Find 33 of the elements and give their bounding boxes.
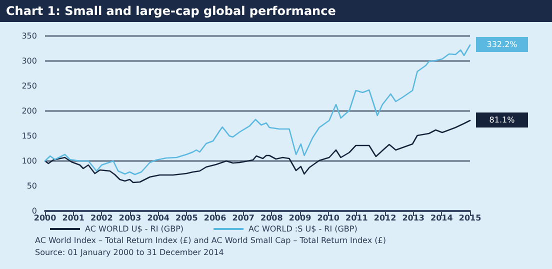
x-tick-label: 2008 bbox=[260, 214, 284, 222]
line-series bbox=[44, 120, 471, 184]
y-tick-label: 0 bbox=[32, 206, 37, 216]
x-tick-label: 2002 bbox=[90, 214, 113, 222]
x-tick-label: 2006 bbox=[204, 214, 227, 222]
x-tick-label: 2001 bbox=[62, 214, 85, 222]
y-tick-label: 250 bbox=[22, 82, 37, 90]
x-tick-label: 2007 bbox=[232, 214, 254, 222]
y-tick-label: 150 bbox=[22, 132, 37, 140]
x-tick-label: 2000 bbox=[34, 214, 57, 222]
annotation: 81.1% bbox=[489, 116, 516, 124]
source-note: Source: 01 January 2000 to 31 December 2014 bbox=[35, 248, 224, 257]
y-tick-label: 50 bbox=[26, 182, 37, 190]
y-tick-label: 350 bbox=[22, 32, 37, 40]
x-tick-label: 2011 bbox=[346, 214, 368, 222]
y-tick-label: 300 bbox=[22, 56, 37, 66]
y-tick-label: 200 bbox=[22, 106, 37, 116]
x-tick-label: 2003 bbox=[118, 214, 142, 222]
x-tick-label: 2005 bbox=[176, 214, 198, 222]
x-tick-label: 2013 bbox=[402, 214, 424, 222]
x-tick-label: 2010 bbox=[317, 214, 340, 222]
x-tick-label: 2004 bbox=[147, 214, 170, 222]
x-tick-label: 2015 bbox=[458, 214, 482, 222]
text: AC World Index – Total Return Index (£) and AC World Small Cap – Total Return Index (£) bbox=[35, 236, 386, 245]
y-tick-label: 100 bbox=[22, 156, 37, 166]
legend-label: AC WORLD :S U$ - RI (GBP) bbox=[248, 224, 358, 234]
annotation: 332.2% bbox=[486, 40, 518, 49]
x-tick-label: 2012 bbox=[374, 214, 396, 222]
x-tick-label: 2009 bbox=[288, 214, 312, 222]
chart-title: Chart 1: Small and large-cap global performance bbox=[0, 0, 552, 22]
x-tick-label: 2014 bbox=[430, 214, 454, 222]
line-series bbox=[44, 44, 471, 176]
legend-label: AC WORLD U$ - RI (GBP) bbox=[85, 224, 184, 234]
